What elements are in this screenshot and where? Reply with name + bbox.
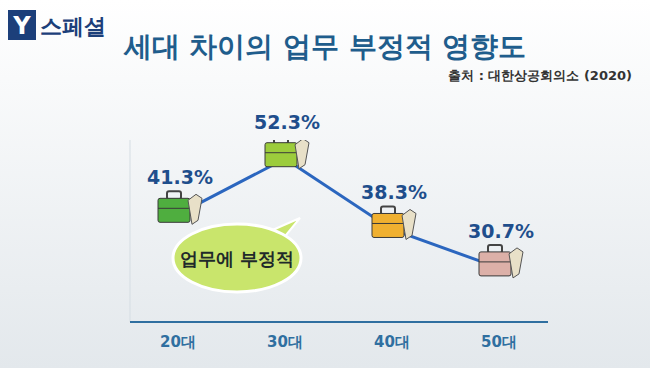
data-label: 41.3% [147,166,213,188]
case-band [265,152,297,153]
data-label: 30.7% [468,220,534,242]
annotation-bubble: 업무에 부정적 [173,218,301,292]
program-name: 스페셜 [40,14,106,39]
case [479,252,511,276]
point-marker [479,245,523,278]
y-axis-line [130,140,131,322]
case [158,198,190,222]
title: 세대 차이의 업무 부정적 영향도 [123,30,527,63]
tie [402,209,416,239]
bubble [173,224,301,292]
point-marker [265,140,309,169]
source: 출처 : 대한상공회의소 (2020) [448,68,632,83]
annotation: 업무에 부정적 [180,248,294,269]
x-tick-label: 50대 [481,333,517,351]
case-band [479,261,511,262]
tie [295,140,309,169]
point-marker [158,191,202,224]
logo-box [8,10,36,40]
tie [509,248,523,278]
case-band [158,208,190,209]
case [372,213,404,237]
point-marker [372,206,416,239]
x-tick-label: 30대 [267,333,303,351]
data-line [178,159,499,268]
case [265,143,297,167]
x-tick-label: 40대 [374,333,410,351]
chart: Y 스페셜세대 차이의 업무 부정적 영향도출처 : 대한상공회의소 (2020)… [0,0,650,368]
background [0,0,650,368]
x-axis-line [130,321,548,323]
plot-area [158,140,523,278]
case-band [372,223,404,224]
x-tick-label: 20대 [160,333,196,351]
data-label: 38.3% [361,181,427,203]
logo: Y [12,12,31,40]
tie [188,194,202,224]
data-label: 52.3% [254,111,320,133]
